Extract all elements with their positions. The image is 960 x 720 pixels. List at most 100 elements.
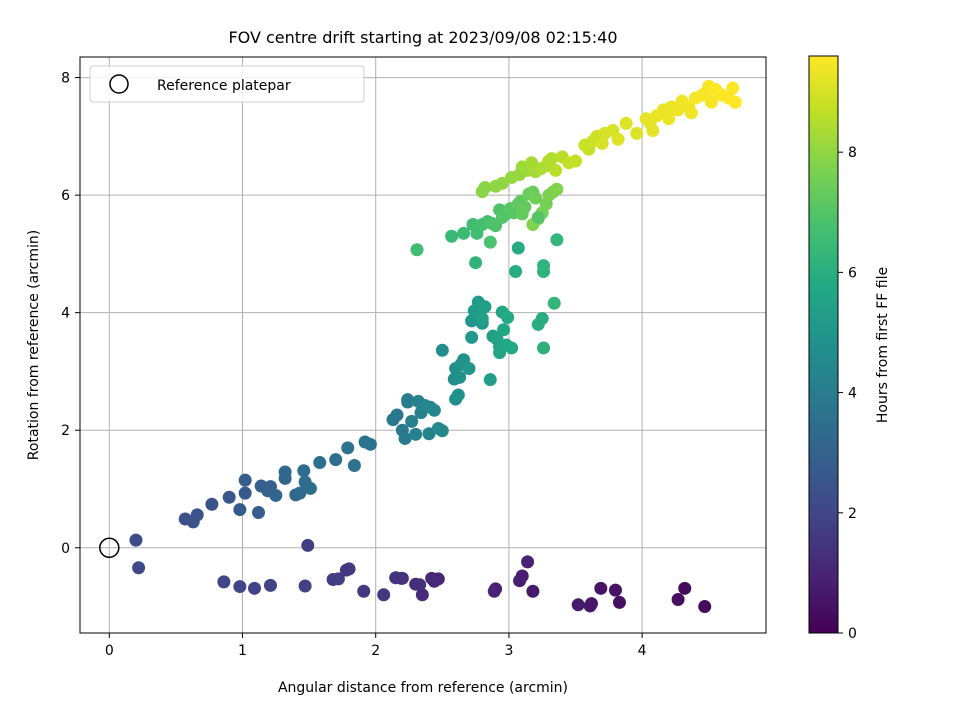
data-point: [678, 581, 692, 595]
data-point: [445, 229, 459, 243]
y-tick-label: 2: [61, 423, 70, 439]
data-point: [475, 312, 489, 326]
data-point: [478, 300, 492, 314]
y-axis-label: Rotation from reference (arcmin): [26, 230, 42, 460]
colorbar-tick-label: 2: [848, 506, 857, 522]
data-point: [457, 226, 471, 240]
data-point: [509, 265, 523, 279]
data-point: [205, 497, 219, 511]
data-point: [132, 561, 146, 575]
colorbar-tick-label: 6: [848, 265, 857, 281]
data-point: [513, 574, 527, 588]
data-point: [630, 126, 644, 140]
data-point: [453, 370, 467, 384]
data-point: [487, 584, 501, 598]
data-point: [684, 106, 698, 120]
data-point: [698, 600, 712, 614]
data-point: [247, 581, 261, 595]
data-point: [611, 132, 625, 146]
data-point: [465, 314, 479, 328]
data-point: [535, 312, 549, 326]
data-point: [569, 154, 583, 168]
data-point: [377, 588, 391, 602]
data-point: [251, 506, 265, 520]
data-point: [357, 584, 371, 598]
data-point: [594, 581, 608, 595]
data-point: [662, 112, 676, 126]
data-point: [726, 81, 740, 95]
data-point: [728, 95, 742, 109]
x-tick-label: 0: [105, 643, 114, 659]
data-point: [401, 395, 415, 409]
colorbar-label: Hours from first FF file: [875, 267, 891, 423]
data-point: [478, 180, 492, 194]
y-axis-ticks: 0 2 4 6 8: [61, 71, 80, 557]
data-point: [537, 341, 551, 355]
x-tick-label: 1: [238, 643, 247, 659]
data-point: [550, 233, 564, 247]
data-point: [462, 362, 476, 376]
data-point: [298, 579, 312, 593]
data-point: [619, 116, 633, 130]
data-point: [465, 330, 479, 344]
data-point: [278, 465, 292, 479]
data-point: [521, 555, 535, 569]
data-point: [545, 152, 559, 166]
data-point: [293, 486, 307, 500]
data-point: [129, 533, 143, 547]
legend-entry: Reference platepar: [157, 78, 291, 94]
data-point: [394, 571, 408, 585]
x-axis-label: Angular distance from reference (arcmin): [278, 680, 568, 696]
x-tick-label: 3: [504, 643, 513, 659]
y-tick-label: 4: [61, 306, 70, 322]
data-point: [583, 599, 597, 613]
data-point: [326, 573, 340, 587]
data-point: [329, 453, 343, 467]
data-point: [303, 481, 317, 495]
reference-platepar-point: [99, 537, 120, 559]
data-point: [483, 235, 497, 249]
data-point: [263, 578, 277, 592]
legend-marker: [109, 74, 129, 94]
data-point: [501, 310, 515, 324]
data-point: [313, 456, 327, 470]
data-point: [427, 403, 441, 417]
data-point: [410, 243, 424, 257]
data-point: [347, 458, 361, 472]
y-tick-label: 8: [61, 71, 70, 87]
data-points: [129, 79, 742, 614]
data-point: [505, 341, 519, 355]
data-point: [190, 508, 204, 522]
data-point: [608, 583, 622, 597]
data-point: [390, 408, 404, 422]
data-point: [469, 256, 483, 270]
data-point: [222, 490, 236, 504]
x-tick-label: 4: [638, 643, 647, 659]
legend: Reference platepar: [89, 65, 365, 103]
data-point: [529, 191, 543, 205]
data-point: [363, 437, 377, 451]
data-point: [511, 241, 525, 255]
data-point: [233, 580, 247, 594]
data-point: [550, 182, 564, 196]
data-point: [339, 563, 353, 577]
y-tick-label: 0: [61, 541, 70, 557]
data-point: [415, 588, 429, 602]
colorbar-tick-label: 0: [848, 626, 857, 642]
colorbar-tick-label: 8: [848, 145, 857, 161]
data-point: [612, 595, 626, 609]
data-point: [217, 575, 231, 589]
data-point: [238, 486, 252, 500]
colorbar-ticks: 0 2 4 6 8: [838, 145, 857, 642]
data-point: [526, 584, 540, 598]
data-point: [483, 373, 497, 387]
data-point: [704, 95, 718, 109]
data-point: [435, 424, 449, 438]
data-point: [497, 323, 511, 337]
data-point: [646, 123, 660, 137]
x-axis-ticks: 0 1 2 3 4: [105, 633, 647, 659]
data-point: [571, 598, 585, 612]
data-point: [413, 578, 427, 592]
data-point: [297, 464, 311, 478]
x-tick-label: 2: [371, 643, 380, 659]
